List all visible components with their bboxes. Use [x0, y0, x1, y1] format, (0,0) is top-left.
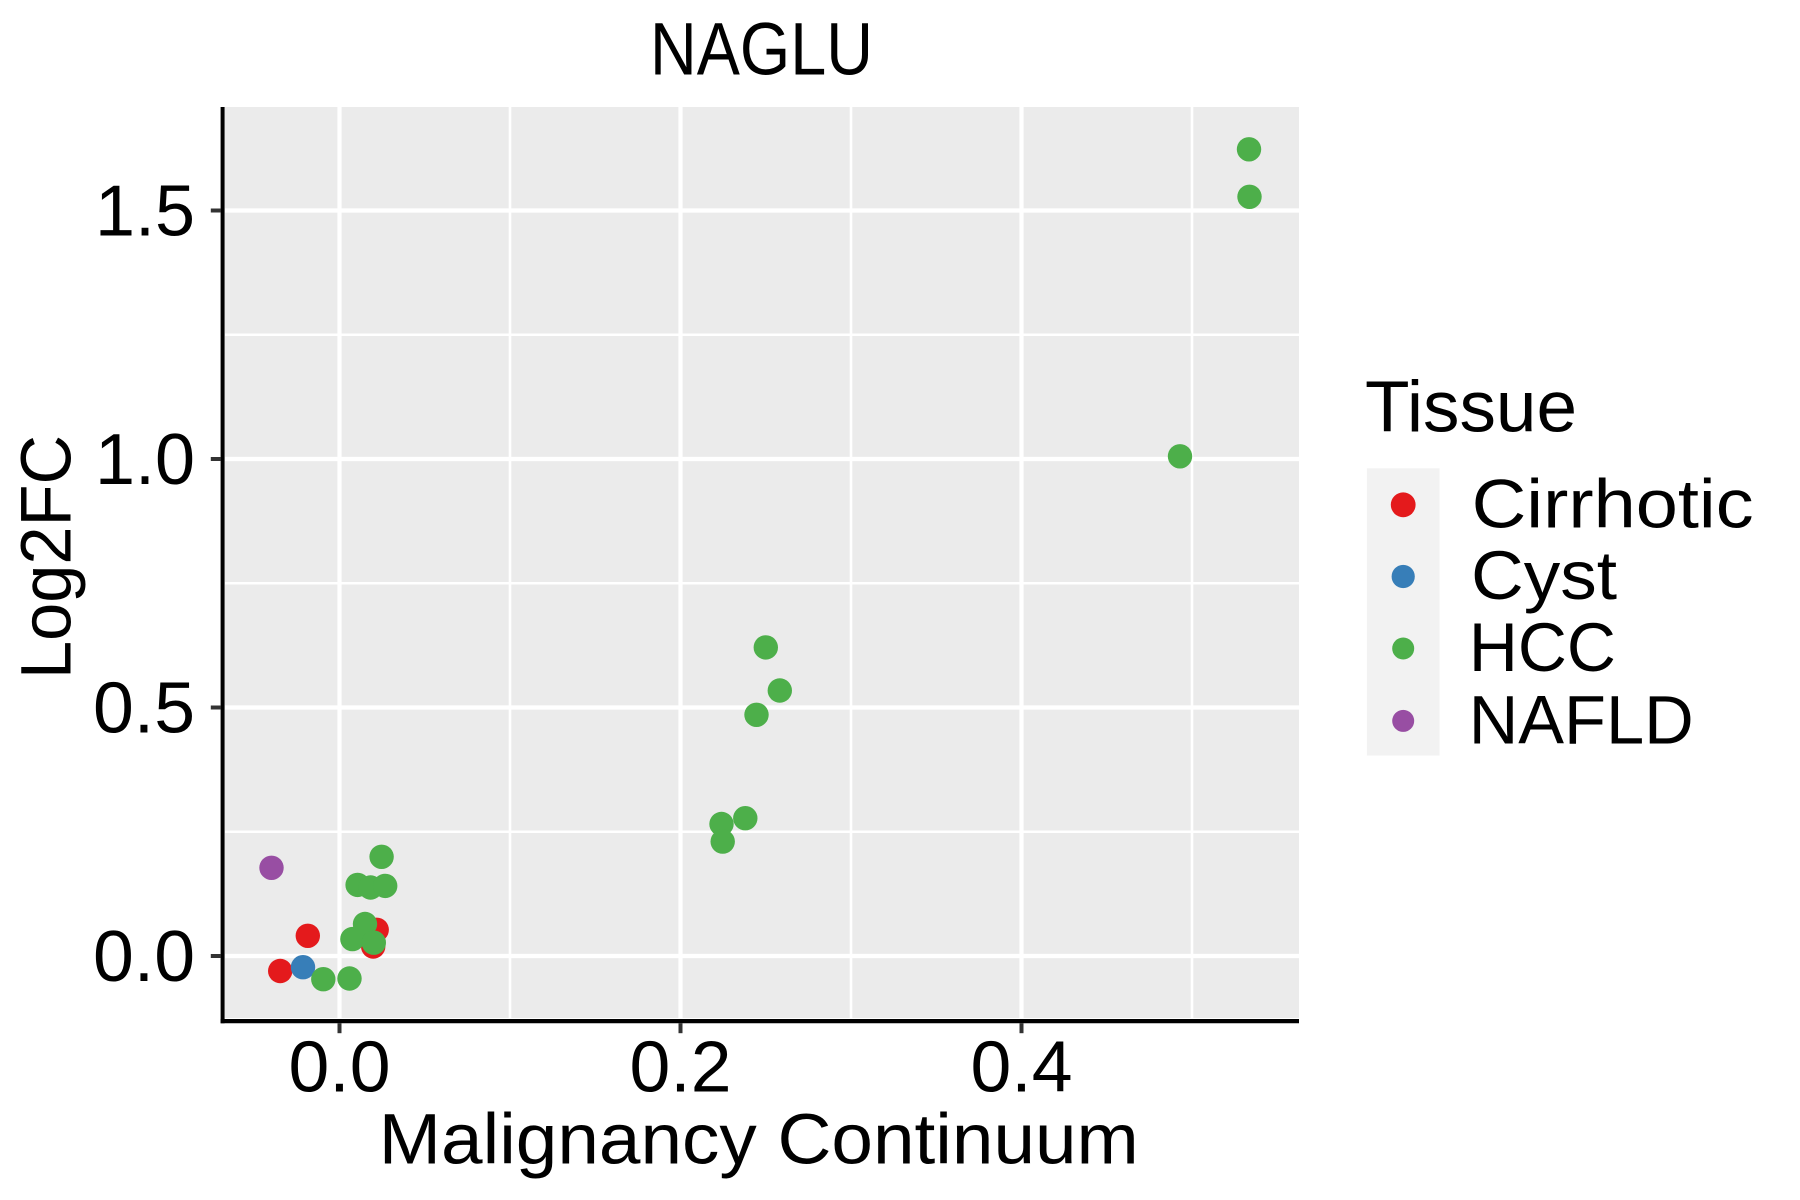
- svg-text:Cyst: Cyst: [1471, 537, 1617, 614]
- svg-text:0.4: 0.4: [971, 1028, 1073, 1108]
- svg-text:1.0: 1.0: [95, 420, 195, 500]
- svg-text:1.5: 1.5: [95, 172, 195, 252]
- svg-text:Cirrhotic: Cirrhotic: [1472, 465, 1754, 542]
- svg-text:HCC: HCC: [1469, 609, 1616, 686]
- svg-text:0.5: 0.5: [93, 669, 195, 749]
- svg-text:Malignancy Continuum: Malignancy Continuum: [379, 1101, 1139, 1180]
- svg-text:Tissue: Tissue: [1365, 368, 1577, 448]
- svg-text:0.2: 0.2: [630, 1028, 732, 1108]
- svg-text:Log2FC: Log2FC: [8, 435, 87, 679]
- svg-text:NAFLD: NAFLD: [1469, 681, 1694, 758]
- svg-text:NAGLU: NAGLU: [650, 7, 873, 90]
- svg-text:0.0: 0.0: [93, 917, 195, 997]
- svg-text:0.0: 0.0: [289, 1028, 391, 1108]
